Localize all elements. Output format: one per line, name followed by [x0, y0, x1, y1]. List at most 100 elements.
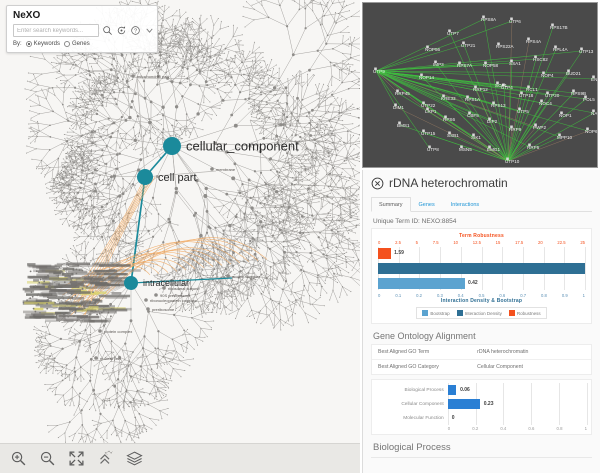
gene-edge: [375, 70, 429, 112]
tree-node-small[interactable]: preribosome: [146, 307, 175, 312]
gene-node[interactable]: [422, 101, 425, 105]
refresh-icon[interactable]: [116, 25, 127, 36]
tree-node-small[interactable]: membrane: [210, 167, 236, 172]
gene-node[interactable]: [502, 83, 505, 87]
gene-node-label: BMS1: [397, 123, 410, 128]
chevron-down-icon[interactable]: [144, 25, 155, 36]
tree-node-small[interactable]: ribonucleoprotein complex: [144, 298, 197, 303]
gene-node[interactable]: [420, 73, 423, 77]
gene-node[interactable]: [466, 95, 469, 99]
gene-node[interactable]: [567, 69, 570, 73]
gene-node[interactable]: [462, 41, 465, 45]
gene-node-label: RPS4A: [526, 39, 542, 44]
axis-tick: 0: [378, 293, 381, 298]
gene-node[interactable]: [528, 143, 531, 147]
gene-node[interactable]: [474, 85, 477, 89]
tree-node-highlighted-label: cell part: [158, 172, 197, 184]
gene-node[interactable]: [468, 111, 471, 115]
gene-node[interactable]: [396, 89, 399, 93]
gene-node[interactable]: [580, 47, 583, 51]
tree-node-small[interactable]: 90S preribosome: [154, 293, 191, 298]
radio-genes-label: Genes: [72, 41, 90, 47]
gene-node[interactable]: [527, 85, 530, 89]
gene-node[interactable]: [484, 61, 487, 65]
gene-node[interactable]: [540, 99, 543, 103]
gene-node[interactable]: [374, 67, 377, 71]
gene-node[interactable]: [496, 81, 499, 85]
gene-node[interactable]: [554, 45, 557, 49]
search-input[interactable]: [13, 24, 99, 37]
gene-node[interactable]: [482, 15, 485, 19]
tree-node-small[interactable]: mitochondrial part: [131, 74, 170, 79]
gene-node[interactable]: [492, 101, 495, 105]
gene-node[interactable]: [542, 71, 545, 75]
gene-node[interactable]: [534, 123, 537, 127]
gene-node[interactable]: [546, 91, 549, 95]
gene-node[interactable]: [497, 42, 500, 46]
gene-node[interactable]: [428, 145, 431, 149]
gene-node[interactable]: [572, 89, 575, 93]
fit-screen-icon[interactable]: [68, 450, 85, 467]
tree-node-highlighted[interactable]: cell part: [137, 169, 197, 185]
tree-node-small[interactable]: protein complex: [226, 274, 260, 279]
gene-node[interactable]: [586, 127, 589, 131]
gene-node-label: UTP10: [505, 159, 520, 164]
tab-summary[interactable]: Summary: [371, 197, 411, 212]
gene-node[interactable]: [558, 133, 561, 137]
gene-node[interactable]: [560, 111, 563, 115]
zoom-in-icon[interactable]: [10, 450, 27, 467]
term-detail-panel[interactable]: rDNA heterochromatin Summary Genes Inter…: [362, 170, 600, 473]
layers-icon[interactable]: [126, 450, 143, 467]
tree-toolbar[interactable]: [0, 443, 360, 473]
gene-node[interactable]: [448, 29, 451, 33]
gene-node[interactable]: [506, 157, 509, 161]
tab-interactions[interactable]: Interactions: [450, 202, 480, 208]
gene-node[interactable]: [518, 107, 521, 111]
gene-node[interactable]: [592, 109, 595, 113]
gene-network-graph[interactable]: UTP9 NOP56 UTP7 RPS8A UTP6 RPS17B UTP21 RPS22A R…: [363, 3, 598, 168]
gene-node[interactable]: [442, 94, 445, 98]
gene-node[interactable]: [426, 107, 429, 111]
tree-node-small[interactable]: nuclear part: [94, 356, 122, 361]
help-icon[interactable]: ?: [130, 25, 141, 36]
tree-node-highlighted[interactable]: intracellular: [124, 276, 189, 290]
zoom-out-icon[interactable]: [39, 450, 56, 467]
gene-node[interactable]: [444, 115, 447, 119]
gene-node[interactable]: [592, 75, 595, 79]
radio-genes[interactable]: Genes: [64, 41, 90, 47]
ontology-tree-graph[interactable]: mitochondrial part membrane protein comple…: [0, 0, 360, 473]
gene-node[interactable]: [448, 131, 451, 135]
gene-node[interactable]: [394, 103, 397, 107]
gene-node[interactable]: [488, 117, 491, 121]
detail-tabs[interactable]: Summary Genes Interactions: [371, 196, 592, 212]
radio-keywords[interactable]: Keywords: [25, 41, 60, 47]
gene-node[interactable]: [510, 59, 513, 63]
gene-node[interactable]: [458, 61, 461, 65]
gene-node[interactable]: [426, 45, 429, 49]
tree-node-highlighted[interactable]: cellular_component: [163, 137, 299, 155]
gene-node[interactable]: [527, 37, 530, 41]
gene-node[interactable]: [510, 17, 513, 21]
ontology-tree-panel[interactable]: mitochondrial part membrane protein comple…: [0, 0, 360, 473]
tab-genes[interactable]: Genes: [418, 202, 435, 208]
search-panel[interactable]: NeXO ? By: Keywords: [6, 5, 158, 53]
gene-node[interactable]: [434, 60, 437, 64]
gene-node[interactable]: [584, 95, 587, 99]
gene-node[interactable]: [551, 23, 554, 27]
gene-node[interactable]: [422, 129, 425, 133]
bar-bootstrap: [378, 278, 465, 289]
gene-node[interactable]: [488, 145, 491, 149]
gene-interaction-network-panel[interactable]: UTP9 NOP56 UTP7 RPS8A UTP6 RPS17B UTP21 RPS22A R…: [362, 2, 598, 168]
collapse-icon[interactable]: [97, 450, 114, 467]
gene-node[interactable]: [510, 125, 513, 129]
gene-node[interactable]: [460, 145, 463, 149]
gene-edge: [507, 94, 523, 162]
tree-node-small[interactable]: ribosomal subunit: [162, 286, 200, 291]
gene-node[interactable]: [398, 121, 401, 125]
gene-node[interactable]: [520, 91, 523, 95]
search-icon[interactable]: [102, 25, 113, 36]
close-circle-icon[interactable]: [371, 177, 384, 190]
tree-node-small[interactable]: protein complex: [98, 329, 132, 334]
gene-node[interactable]: [534, 55, 537, 59]
gene-node[interactable]: [472, 133, 475, 137]
